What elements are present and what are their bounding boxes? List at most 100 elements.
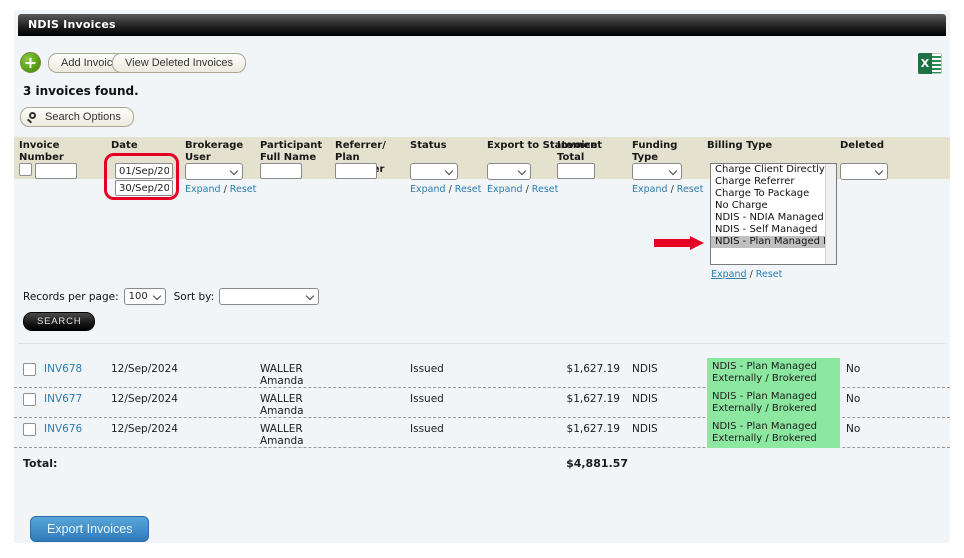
funding-reset-link[interactable]: Reset	[676, 184, 704, 195]
add-plus-icon[interactable]: +	[20, 52, 41, 73]
row-checkbox[interactable]	[23, 393, 36, 406]
page-title: NDIS Invoices	[18, 14, 946, 36]
section-divider	[18, 343, 946, 344]
total-label: Total:	[23, 457, 58, 470]
export-invoices-button[interactable]: Export Invoices	[30, 516, 150, 542]
billing-expand-link[interactable]: Expand	[711, 269, 747, 280]
cell-date: 12/Sep/2024	[111, 423, 178, 435]
link-separator: /	[448, 184, 452, 195]
excel-export-icon[interactable]: X	[918, 53, 942, 74]
excel-x-glyph: X	[918, 53, 932, 74]
cell-participant: WALLER Amanda	[260, 363, 304, 387]
invoice-link[interactable]: INV676	[44, 423, 83, 435]
export-statement-select[interactable]	[487, 163, 531, 180]
filter-invoice-total	[557, 163, 632, 280]
col-header-deleted: Deleted	[840, 140, 885, 151]
cell-referrer	[335, 418, 410, 448]
sort-by-select[interactable]	[219, 288, 320, 305]
cell-billing-highlighted: NDIS - Plan Managed Externally / Brokere…	[707, 388, 840, 418]
billing-option[interactable]: NDIS - NDIA Managed	[715, 212, 824, 223]
billing-option-selected[interactable]: NDIS - Plan Managed Externally	[711, 236, 836, 248]
chevron-down-icon	[305, 291, 315, 301]
cell-export	[487, 388, 557, 418]
records-per-page-select[interactable]: 100	[123, 288, 166, 305]
billing-option[interactable]: Charge To Package	[715, 188, 810, 199]
status-expand-link[interactable]: Expand	[410, 184, 446, 195]
select-all-checkbox[interactable]	[19, 163, 32, 176]
billing-option[interactable]: Charge Client Directly	[715, 164, 825, 175]
billing-reset-link[interactable]: Reset	[755, 269, 783, 280]
date-from-input[interactable]	[115, 163, 173, 179]
billing-option[interactable]: Charge Referrer	[715, 176, 795, 187]
status-select[interactable]	[410, 163, 458, 180]
filter-invoice-number	[19, 163, 111, 280]
col-header-status: Status	[410, 140, 447, 151]
funding-type-select[interactable]	[632, 163, 682, 180]
filter-brokerage-user: Expand / Reset	[185, 163, 260, 280]
date-to-input[interactable]	[115, 180, 173, 196]
cell-status: Issued	[410, 423, 444, 435]
chevron-down-icon	[229, 166, 239, 176]
cell-brokerage	[185, 388, 260, 418]
participant-filter-input[interactable]	[260, 163, 302, 179]
brokerage-reset-link[interactable]: Reset	[229, 184, 257, 195]
invoice-link[interactable]: INV678	[44, 363, 83, 375]
invoice-total-filter-input[interactable]	[557, 163, 595, 179]
search-options-button[interactable]: Search Options	[20, 107, 134, 127]
link-separator: /	[749, 269, 753, 280]
col-header-funding-type: Funding Type	[632, 140, 678, 163]
filter-row: Expand / Reset Expand / Reset Expand / R…	[14, 163, 950, 280]
cell-participant: WALLER Amanda	[260, 393, 304, 417]
export-expand-link[interactable]: Expand	[487, 184, 523, 195]
deleted-select[interactable]	[840, 163, 888, 180]
col-header-invoice-total: Invoice Total	[557, 140, 598, 163]
filter-date	[111, 163, 185, 280]
row-checkbox[interactable]	[23, 363, 36, 376]
invoice-link[interactable]: INV677	[44, 393, 83, 405]
export-reset-link[interactable]: Reset	[531, 184, 559, 195]
chevron-down-icon	[517, 166, 527, 176]
filter-billing-type: Charge Client Directly Charge Referrer C…	[707, 163, 840, 280]
chevron-down-icon	[874, 166, 884, 176]
filter-status: Expand / Reset	[410, 163, 487, 280]
chevron-down-icon	[444, 166, 454, 176]
col-header-participant: Participant Full Name	[260, 140, 323, 163]
col-header-date: Date	[111, 140, 138, 151]
records-per-page-label: Records per page:	[23, 290, 119, 303]
total-row: Total: $4,881.57	[14, 457, 950, 470]
cell-deleted: No	[846, 393, 861, 405]
cell-funding: NDIS	[632, 423, 658, 435]
brokerage-user-select[interactable]	[185, 163, 243, 180]
billing-option[interactable]: NDIS - Self Managed	[715, 224, 818, 235]
cell-billing-highlighted: NDIS - Plan Managed Externally / Brokere…	[707, 358, 840, 388]
brokerage-expand-link[interactable]: Expand	[185, 184, 221, 195]
funding-expand-link[interactable]: Expand	[632, 184, 668, 195]
cell-date: 12/Sep/2024	[111, 393, 178, 405]
cell-billing-highlighted: NDIS - Plan Managed Externally / Brokere…	[707, 418, 840, 448]
cell-deleted: No	[846, 363, 861, 375]
cell-export	[487, 358, 557, 388]
search-button[interactable]: SEARCH	[23, 312, 96, 331]
view-deleted-invoices-button[interactable]: View Deleted Invoices	[112, 53, 247, 73]
referrer-filter-input[interactable]	[335, 163, 377, 179]
invoice-number-filter-input[interactable]	[35, 163, 78, 179]
status-reset-link[interactable]: Reset	[454, 184, 482, 195]
cell-invoice-total: $1,627.19	[566, 363, 620, 375]
link-separator: /	[670, 184, 674, 195]
cell-deleted: No	[846, 423, 861, 435]
billing-option[interactable]: No Charge	[715, 200, 768, 211]
cell-funding: NDIS	[632, 363, 658, 375]
filter-participant	[260, 163, 335, 280]
col-header-brokerage-user: Brokerage User	[185, 140, 244, 163]
cell-brokerage	[185, 358, 260, 388]
cell-invoice-total: $1,627.19	[566, 423, 620, 435]
row-checkbox[interactable]	[23, 423, 36, 436]
billing-type-listbox[interactable]: Charge Client Directly Charge Referrer C…	[710, 163, 837, 265]
filter-deleted	[840, 163, 946, 280]
add-invoice-button[interactable]: Add Invoice	[48, 53, 132, 73]
pagination-controls: Records per page: 100 Sort by:	[23, 288, 320, 305]
listbox-scrollbar[interactable]	[825, 164, 836, 264]
table-row: INV678 12/Sep/2024 WALLER Amanda Issued …	[14, 358, 950, 388]
cell-export	[487, 418, 557, 448]
